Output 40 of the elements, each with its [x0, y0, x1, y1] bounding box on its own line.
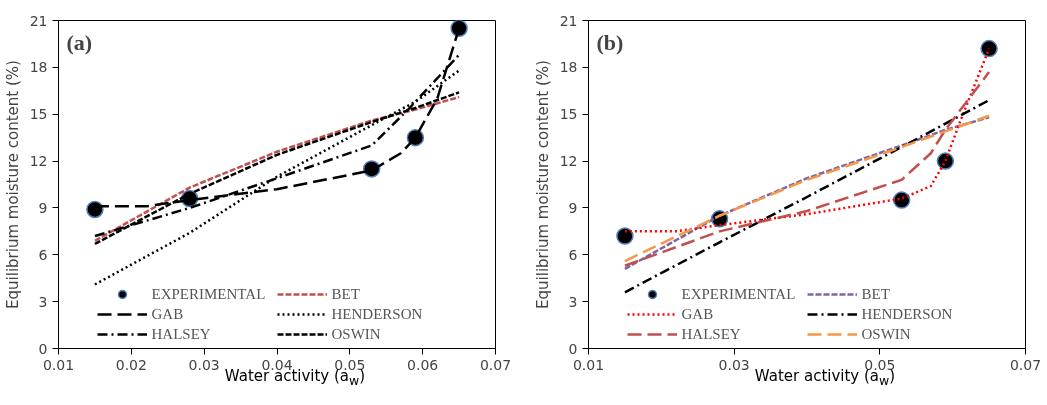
y-tick-label: 0	[38, 340, 48, 357]
y-tick-label: 12	[29, 153, 48, 170]
y-tick-label: 15	[29, 106, 48, 123]
legend-label: OSWIN	[331, 325, 382, 343]
legend-label: EXPERIMENTAL	[681, 285, 797, 303]
legend-label: EXPERIMENTAL	[151, 285, 267, 303]
x-tick-label: 0.01	[42, 356, 75, 373]
y-tick-label: 18	[559, 59, 578, 76]
legend-label: HALSEY	[681, 325, 742, 343]
y-tick-label: 6	[38, 246, 48, 263]
legend-label: GAB	[681, 305, 715, 323]
y-tick-label: 9	[568, 199, 578, 216]
legend-label: GAB	[151, 305, 185, 323]
chart-title: (a)	[66, 29, 93, 55]
y-tick-label: 3	[568, 293, 578, 310]
y-tick-label: 21	[559, 12, 578, 29]
legend-label: BET	[861, 285, 891, 303]
y-tick-label: 0	[568, 340, 578, 357]
y-tick-label: 18	[29, 59, 48, 76]
x-tick-label: 0.06	[407, 356, 439, 373]
y-tick-label: 12	[559, 153, 578, 170]
y-tick-label: 21	[29, 12, 48, 29]
legend-label: HALSEY	[151, 325, 212, 343]
y-axis-title: Equilibrium moisture content (%)	[3, 60, 22, 309]
x-tick-label: 0.01	[572, 356, 605, 373]
legend-label: BET	[331, 285, 361, 303]
chart-title: (b)	[596, 29, 624, 55]
y-axis-title: Equilibrium moisture content (%)	[533, 60, 552, 309]
x-tick-label: 0.07	[1009, 356, 1042, 373]
y-tick-label: 3	[38, 293, 48, 310]
x-tick-label: 0.07	[479, 356, 512, 373]
y-tick-label: 15	[559, 106, 578, 123]
y-tick-label: 6	[568, 246, 578, 263]
legend-label: HENDERSON	[331, 305, 424, 323]
x-tick-label: 0.03	[188, 356, 220, 373]
y-tick-label: 9	[38, 199, 48, 216]
x-tick-label: 0.03	[718, 356, 750, 373]
legend-label: HENDERSON	[861, 305, 954, 323]
x-tick-label: 0.02	[115, 356, 147, 373]
legend-label: OSWIN	[861, 325, 912, 343]
